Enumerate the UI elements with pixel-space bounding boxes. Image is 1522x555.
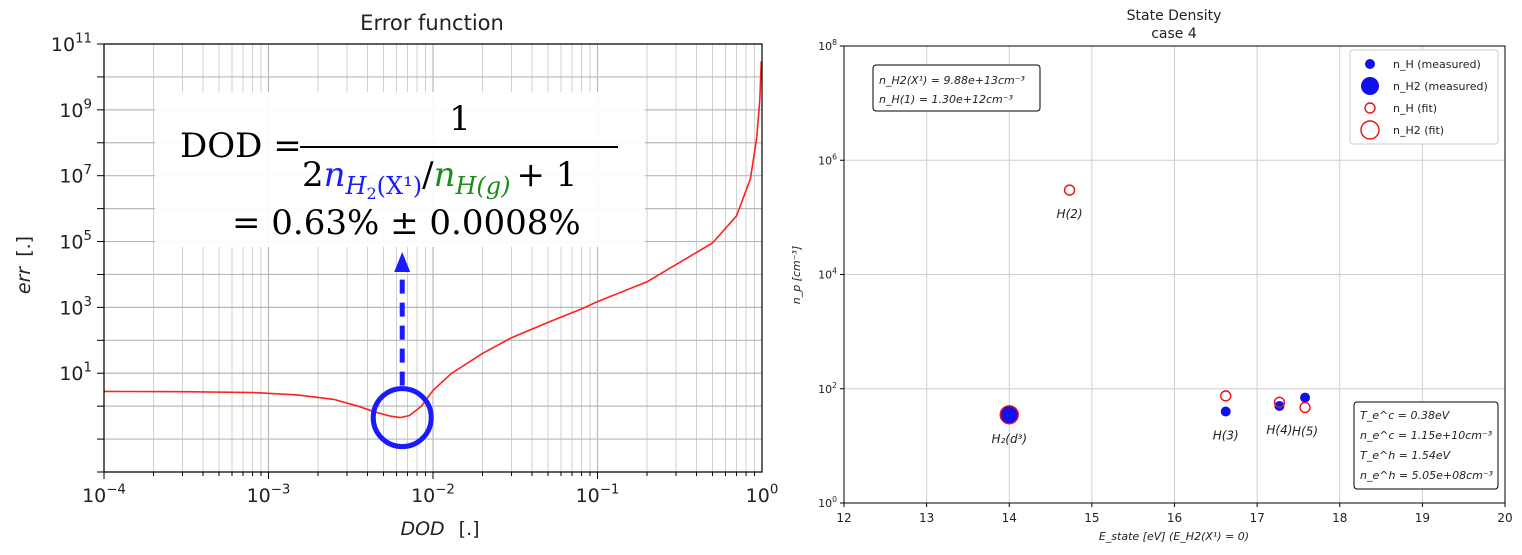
point-label: H(5) bbox=[1292, 424, 1318, 438]
chart-title: Error function bbox=[360, 11, 504, 35]
data-point bbox=[1299, 401, 1311, 414]
optimum-circle bbox=[370, 386, 434, 450]
formula-result: = 0.63% ± 0.0008% bbox=[232, 203, 581, 243]
error-curve bbox=[103, 61, 763, 419]
state-density-chart: State Density case 4 12 13 14 15 16 17 18 19 201… bbox=[790, 8, 1513, 543]
x-tick-label: 20 bbox=[1497, 511, 1512, 525]
data-point bbox=[1000, 405, 1019, 424]
formula-n-h2: n bbox=[324, 155, 346, 195]
axis-ticks: 12 13 14 15 16 17 18 19 20 100 102 104 106 108 bbox=[818, 38, 1513, 525]
x-tick-label: 10−2 bbox=[411, 482, 455, 507]
y-tick-label: 107 bbox=[59, 163, 92, 188]
info-line: n_e^h = 5.05e+08cm⁻³ bbox=[1360, 469, 1494, 482]
data-points bbox=[999, 184, 1311, 425]
point-labels: H(2) H₂(d³) H(3) H(4) H(5) bbox=[991, 207, 1318, 446]
x-tick-label: 10−3 bbox=[247, 482, 291, 507]
info-line: n_H2(X¹) = 9.88e+13cm⁻³ bbox=[879, 74, 1026, 87]
optimum-arrow bbox=[394, 252, 411, 386]
formula-h2-sub: H bbox=[345, 172, 368, 200]
x-axis-label: E_state [eV] (E_H2(X¹) = 0) bbox=[1099, 530, 1249, 543]
formula-h2-sub2: 2 bbox=[366, 184, 376, 203]
x-tick-label: 16 bbox=[1167, 511, 1182, 525]
y-tick-label: 102 bbox=[818, 381, 837, 396]
y-tick-label: 104 bbox=[818, 267, 837, 282]
legend-label: n_H (fit) bbox=[1393, 102, 1437, 115]
point-label: H₂(d³) bbox=[991, 432, 1027, 446]
x-tick-label: 12 bbox=[836, 511, 851, 525]
legend-marker bbox=[1364, 102, 1376, 114]
x-tick-label: 13 bbox=[919, 511, 934, 525]
info-box-top-left: n_H2(X¹) = 9.88e+13cm⁻³ n_H(1) = 1.30e+1… bbox=[872, 64, 1041, 112]
formula-numerator: 1 bbox=[449, 99, 471, 139]
chart-title: State Density bbox=[1127, 8, 1222, 24]
x-tick-label: 100 bbox=[746, 482, 779, 507]
error-function-chart: Error function DOD = 1 2nH2(X¹)/nH(g) + 1… bbox=[13, 11, 778, 540]
x-tick-label: 15 bbox=[1084, 511, 1099, 525]
formula-hg-sub: H(g) bbox=[454, 172, 510, 200]
x-tick-label: 18 bbox=[1332, 511, 1347, 525]
y-tick-label: 105 bbox=[59, 229, 92, 254]
formula-h2-state: (X¹) bbox=[377, 172, 422, 200]
y-axis-label: err[.] bbox=[13, 236, 35, 294]
legend-marker bbox=[1361, 77, 1379, 95]
axis-ticks: 10−4 10−3 10−2 10−1 100 101 103 105 107 109 1011 bbox=[51, 31, 778, 507]
y-tick-label: 103 bbox=[59, 295, 92, 320]
info-line: n_H(1) = 1.30e+12cm⁻³ bbox=[879, 93, 1014, 106]
x-tick-label: 17 bbox=[1249, 511, 1264, 525]
arrow-head bbox=[394, 252, 411, 272]
x-axis-label: DOD [.] bbox=[400, 518, 479, 540]
legend-marker bbox=[1365, 59, 1375, 69]
y-tick-label: 106 bbox=[818, 152, 837, 167]
formula-background bbox=[155, 92, 645, 247]
info-box-bottom-right: T_e^c = 0.38eV n_e^c = 1.15e+10cm⁻³ T_e^… bbox=[1353, 401, 1499, 490]
legend-label: n_H2 (measured) bbox=[1393, 80, 1488, 93]
data-point bbox=[1220, 390, 1232, 402]
formula: DOD = 1 2nH2(X¹)/nH(g) + 1 = 0.63% ± 0.00… bbox=[180, 99, 618, 243]
point-label: H(2) bbox=[1057, 207, 1083, 221]
data-point bbox=[1300, 392, 1311, 403]
data-point bbox=[999, 405, 1019, 425]
y-tick-label: 101 bbox=[59, 361, 92, 386]
x-tick-label: 10−1 bbox=[576, 482, 620, 507]
x-tick-label: 10−4 bbox=[82, 482, 126, 507]
info-line: T_e^c = 0.38eV bbox=[1360, 409, 1451, 422]
legend-label: n_H (measured) bbox=[1393, 58, 1481, 71]
info-line: n_e^c = 1.15e+10cm⁻³ bbox=[1360, 429, 1493, 442]
y-tick-label: 100 bbox=[818, 495, 837, 510]
point-label: H(4) bbox=[1266, 423, 1292, 437]
formula-slash: / bbox=[422, 155, 434, 195]
svg-text:2nH2(X¹)/nH(g)+ 1: 2nH2(X¹)/nH(g) + 1 bbox=[302, 155, 577, 203]
chart-subtitle: case 4 bbox=[1151, 26, 1197, 42]
formula-n-hg: n bbox=[434, 155, 456, 195]
info-line: T_e^h = 1.54eV bbox=[1360, 449, 1452, 462]
x-tick-label: 14 bbox=[1002, 511, 1017, 525]
data-point bbox=[1063, 184, 1076, 196]
y-tick-label: 1011 bbox=[51, 31, 92, 56]
y-tick-label: 109 bbox=[59, 97, 92, 122]
formula-lhs: DOD = bbox=[180, 126, 302, 166]
x-tick-label: 19 bbox=[1415, 511, 1430, 525]
point-label: H(3) bbox=[1213, 428, 1239, 442]
legend: n_H (measured) n_H2 (measured) n_H (fit) n_… bbox=[1349, 49, 1499, 145]
formula-den-coef: 2 bbox=[302, 155, 324, 195]
legend-marker bbox=[1360, 120, 1380, 140]
legend-label: n_H2 (fit) bbox=[1393, 124, 1444, 137]
y-tick-label: 108 bbox=[818, 38, 837, 53]
y-axis-label: n_p [cm⁻³] bbox=[790, 246, 803, 305]
data-point bbox=[1274, 400, 1285, 411]
formula-plus: + 1 bbox=[517, 155, 578, 195]
data-point bbox=[1220, 406, 1231, 417]
data-point bbox=[1273, 396, 1286, 408]
